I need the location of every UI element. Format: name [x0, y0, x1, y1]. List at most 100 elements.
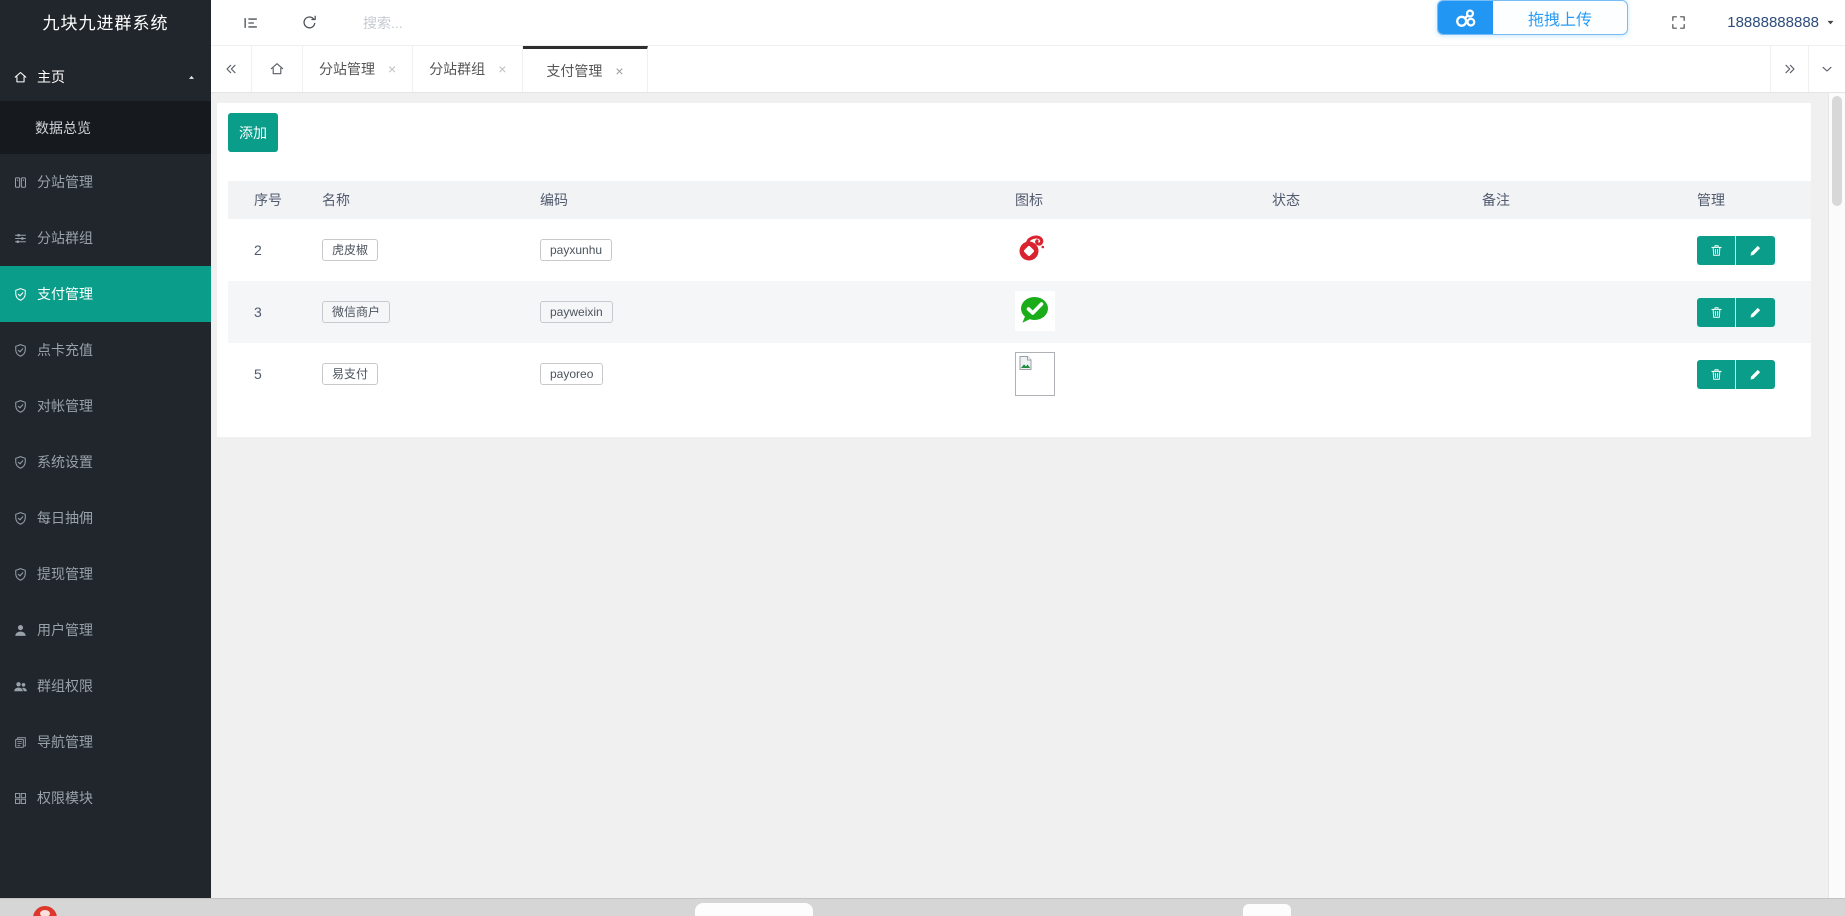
- edit-button[interactable]: [1736, 235, 1775, 265]
- taskbar: [0, 898, 1845, 916]
- shield-check-icon: [13, 455, 28, 470]
- tabs-scroll-left-button[interactable]: [211, 46, 252, 92]
- pencil-icon: [1748, 243, 1763, 258]
- sidebar-subitem-data-overview[interactable]: 数据总览: [0, 101, 211, 154]
- home-icon: [269, 61, 285, 77]
- tab-home[interactable]: [252, 46, 303, 92]
- caret-down-icon: [1824, 16, 1837, 29]
- trash-icon: [1709, 305, 1724, 320]
- taskbar-button[interactable]: [695, 903, 813, 916]
- shield-check-icon: [13, 343, 28, 358]
- sidebar-item-user-manage[interactable]: 用户管理: [0, 602, 211, 658]
- col-header-status: 状态: [1272, 192, 1300, 208]
- users-icon: [13, 679, 28, 694]
- shield-check-icon: [13, 287, 28, 302]
- table-row: 3 微信商户 payweixin: [228, 281, 1811, 343]
- sidebar-submenu: 数据总览: [0, 101, 211, 154]
- col-header-id: 序号: [254, 192, 282, 208]
- user-icon: [13, 623, 28, 638]
- username-phone: 18888888888: [1727, 14, 1819, 31]
- taskbar-app-icon[interactable]: [33, 906, 57, 916]
- sidebar-item-daily-commission[interactable]: 每日抽佣: [0, 490, 211, 546]
- sidebar-item-group-permission[interactable]: 群组权限: [0, 658, 211, 714]
- app-title: 九块九进群系统: [42, 14, 169, 33]
- edit-button[interactable]: [1736, 297, 1775, 327]
- delete-button[interactable]: [1697, 297, 1736, 327]
- sidebar-item-substation-manage[interactable]: 分站管理: [0, 154, 211, 210]
- sidebar-item-withdraw-manage[interactable]: 提现管理: [0, 546, 211, 602]
- sidebar-subitem-label: 数据总览: [35, 119, 91, 136]
- tab-payment-manage[interactable]: 支付管理 ×: [523, 46, 648, 92]
- modules-grid-icon: [13, 791, 28, 806]
- hupijiao-pay-icon: [1019, 235, 1045, 260]
- pencil-icon: [1748, 305, 1763, 320]
- col-header-manage: 管理: [1697, 192, 1725, 208]
- chevron-double-right-icon: [1782, 61, 1798, 77]
- tab-substation-group[interactable]: 分站群组 ×: [413, 46, 524, 92]
- user-menu[interactable]: 18888888888: [1727, 14, 1837, 31]
- code-tag: payweixin: [540, 301, 613, 323]
- trash-icon: [1709, 367, 1724, 382]
- tabs-dropdown-button[interactable]: [1808, 46, 1845, 92]
- sidebar-item-nav-manage[interactable]: 导航管理: [0, 714, 211, 770]
- sidebar-item-substation-group[interactable]: 分站群组: [0, 210, 211, 266]
- main-content: 添加 序号 名称 编码 图标 状态 备注 管理 2 虎皮椒 payxunhu: [211, 93, 1845, 898]
- trash-icon: [1709, 243, 1724, 258]
- sidebar-item-label: 主页: [37, 69, 65, 85]
- sidebar-item-permission-module[interactable]: 权限模块: [0, 770, 211, 826]
- tabs-scroll-right-button[interactable]: [1770, 46, 1808, 92]
- netdisk-logo-block: [1438, 1, 1493, 34]
- cloud-disk-icon: [1453, 5, 1479, 31]
- sidebar-item-reconciliation[interactable]: 对帐管理: [0, 378, 211, 434]
- col-header-icon: 图标: [1015, 192, 1043, 208]
- refresh-icon[interactable]: [301, 14, 318, 31]
- edit-button[interactable]: [1736, 359, 1775, 389]
- panel-icon: [13, 175, 28, 190]
- broken-image-placeholder: [1015, 352, 1055, 396]
- sliders-icon: [13, 231, 28, 246]
- close-icon[interactable]: ×: [615, 62, 624, 79]
- content-scrollbar[interactable]: [1828, 93, 1845, 898]
- tabbar-spacer: [648, 46, 1770, 92]
- table-row: 5 易支付 payoreo: [228, 343, 1811, 405]
- col-header-remark: 备注: [1482, 192, 1510, 208]
- sidebar-item-system-settings[interactable]: 系统设置: [0, 434, 211, 490]
- delete-button[interactable]: [1697, 359, 1736, 389]
- chevron-down-icon: [1819, 61, 1835, 77]
- cell-id: 2: [254, 242, 262, 258]
- taskbar-button[interactable]: [1243, 904, 1291, 916]
- sidebar-menu: 分站管理 分站群组 支付管理 点卡充值 对帐管理 系统设置: [0, 154, 211, 826]
- sidebar: 九块九进群系统 主页 数据总览 分站管理 分站群组 支付管理: [0, 0, 211, 898]
- add-button[interactable]: 添加: [228, 113, 278, 152]
- broken-image-icon: [1019, 356, 1032, 370]
- row-actions: [1697, 297, 1785, 327]
- tab-substation-manage[interactable]: 分站管理 ×: [303, 46, 414, 92]
- close-icon[interactable]: ×: [388, 61, 397, 77]
- cell-id: 3: [254, 304, 262, 320]
- books-icon: [13, 735, 28, 750]
- col-header-code: 编码: [540, 192, 568, 208]
- home-icon: [13, 70, 28, 85]
- table-header-row: 序号 名称 编码 图标 状态 备注 管理: [228, 181, 1811, 219]
- name-tag: 微信商户: [322, 301, 391, 323]
- payment-table-card: 添加 序号 名称 编码 图标 状态 备注 管理 2 虎皮椒 payxunhu: [217, 103, 1811, 437]
- chevron-double-left-icon: [223, 61, 239, 77]
- sidebar-item-home[interactable]: 主页: [0, 53, 211, 101]
- sidebar-item-payment-manage[interactable]: 支付管理: [0, 266, 211, 322]
- sidebar-item-card-recharge[interactable]: 点卡充值: [0, 322, 211, 378]
- scrollbar-thumb[interactable]: [1832, 96, 1842, 206]
- collapse-menu-icon[interactable]: [242, 14, 260, 32]
- fullscreen-icon[interactable]: [1670, 14, 1687, 31]
- drag-upload-label: 拖拽上传: [1527, 11, 1592, 29]
- tabbar: 分站管理 × 分站群组 × 支付管理 ×: [211, 46, 1845, 93]
- wechat-pay-icon: [1015, 290, 1055, 331]
- row-actions: [1697, 235, 1785, 265]
- delete-button[interactable]: [1697, 235, 1736, 265]
- drag-upload-widget[interactable]: 拖拽上传: [1437, 0, 1628, 35]
- shield-check-icon: [13, 399, 28, 414]
- code-tag: payxunhu: [540, 239, 613, 261]
- close-icon[interactable]: ×: [498, 61, 507, 77]
- pencil-icon: [1748, 367, 1763, 382]
- search-input[interactable]: [363, 14, 593, 31]
